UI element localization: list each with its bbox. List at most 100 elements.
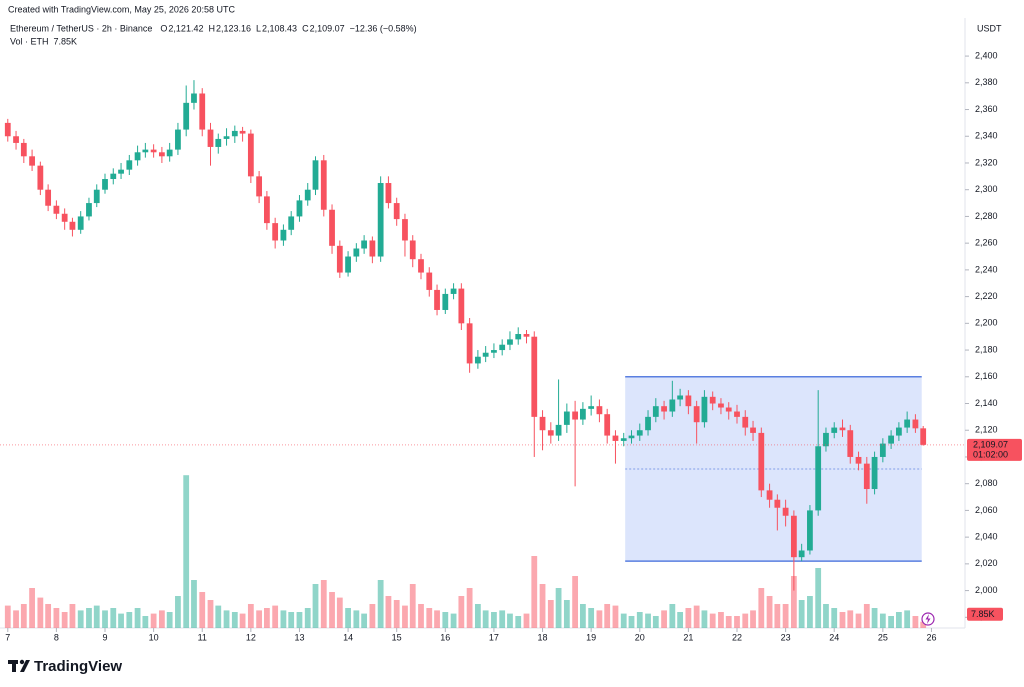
volume-bar [831,608,838,628]
candle-body [134,152,141,161]
volume-bar [709,613,716,628]
volume-bar [904,610,911,628]
volume-bar [126,612,133,628]
candle-body [402,219,408,241]
candle-body [247,133,254,177]
volume-tag-label: 7.85K [971,609,995,619]
volume-bar [547,600,554,628]
volume-bar [199,592,206,628]
candle-body [175,129,181,150]
volume-bar [329,592,335,628]
volume-bar [839,612,846,628]
candle-body [4,122,11,137]
ohlc-value: 2,121.42 [168,23,203,33]
volume-bar [555,588,562,628]
candle-body [45,189,52,206]
y-tick-label: 2,200 [975,318,998,328]
volume-bar [563,600,570,628]
volume-bar [442,612,449,628]
candle-body [272,223,279,241]
candle-body [685,395,692,407]
candle-body [93,189,100,204]
volume-bar [272,605,279,628]
candle-body [823,432,829,447]
volume-bar [823,604,829,628]
x-tick-label: 14 [343,632,353,642]
candle-body [839,427,846,431]
candle-body [312,160,319,190]
candle-body [442,293,449,310]
volume-bar [588,608,595,628]
candle-body [102,179,108,190]
ohlc-value: 2,123.16 [216,23,251,33]
volume-bar [596,610,603,628]
price-tag [967,438,1022,461]
volume-bar [579,604,586,628]
ohlc-key: H [208,23,215,33]
volume-bar [69,604,76,628]
volume-label: Vol · ETH [10,36,49,46]
x-tick-label: 24 [829,632,839,642]
volume-bar [725,616,732,628]
volume-bar [677,612,684,628]
volume-bar [604,604,611,628]
candle-body [750,427,756,433]
y-tick-label: 2,320 [975,157,998,167]
candle-body [507,339,513,345]
volume-bar [523,613,530,628]
volume-bar [871,608,878,628]
y-tick-label: 2,220 [975,291,998,301]
candle-body [369,240,376,257]
volume-bar [450,613,457,628]
ohlc-key: C [302,23,309,33]
y-tick-label: 2,060 [975,505,998,515]
candle-body [142,149,149,153]
ohlc-value: 2,109.07 [310,23,345,33]
volume-bar [798,600,805,628]
candle-body [798,550,805,558]
candle-body [329,209,335,246]
volume-bar [426,608,433,628]
volume-bar [774,604,781,628]
x-tick-label: 26 [926,632,936,642]
volume-bar [499,610,506,628]
volume-bar [231,612,238,628]
volume-bar [53,608,60,628]
candle-body [531,336,538,417]
candle-body [223,136,230,139]
candle-body [207,129,214,147]
candle-body [280,229,287,241]
y-tick-label: 2,340 [975,131,998,141]
candle-body [215,138,222,147]
candle-body [782,507,789,516]
candle-body [304,189,311,201]
y-tick-label: 2,240 [975,264,998,274]
candle-body [77,216,84,230]
volume-bar [4,605,11,628]
candle-body [790,515,797,558]
candle-body [677,395,684,400]
candle-body [353,248,360,257]
volume-bar [166,612,173,628]
candle-body [879,443,886,457]
volume-bar [628,616,635,628]
candle-body [183,102,190,130]
volume-bar [491,612,497,628]
volume-bar [61,612,68,628]
volume-bar [158,610,165,628]
volume-bar [620,613,627,628]
candle-body [555,424,562,436]
candle-body [563,411,570,425]
candle-body [118,169,124,174]
volume-bar [466,588,473,628]
volume-bar [766,596,773,628]
candle-body [766,490,773,500]
volume-bar [247,604,254,628]
ohlc-key: O [160,23,167,33]
volume-bar [742,613,749,628]
brand-logo [8,659,30,672]
watermark: Created with TradingView.com, May 25, 20… [8,4,235,14]
x-tick-label: 19 [586,632,596,642]
candle-body [693,406,700,423]
candle-body [774,499,781,508]
